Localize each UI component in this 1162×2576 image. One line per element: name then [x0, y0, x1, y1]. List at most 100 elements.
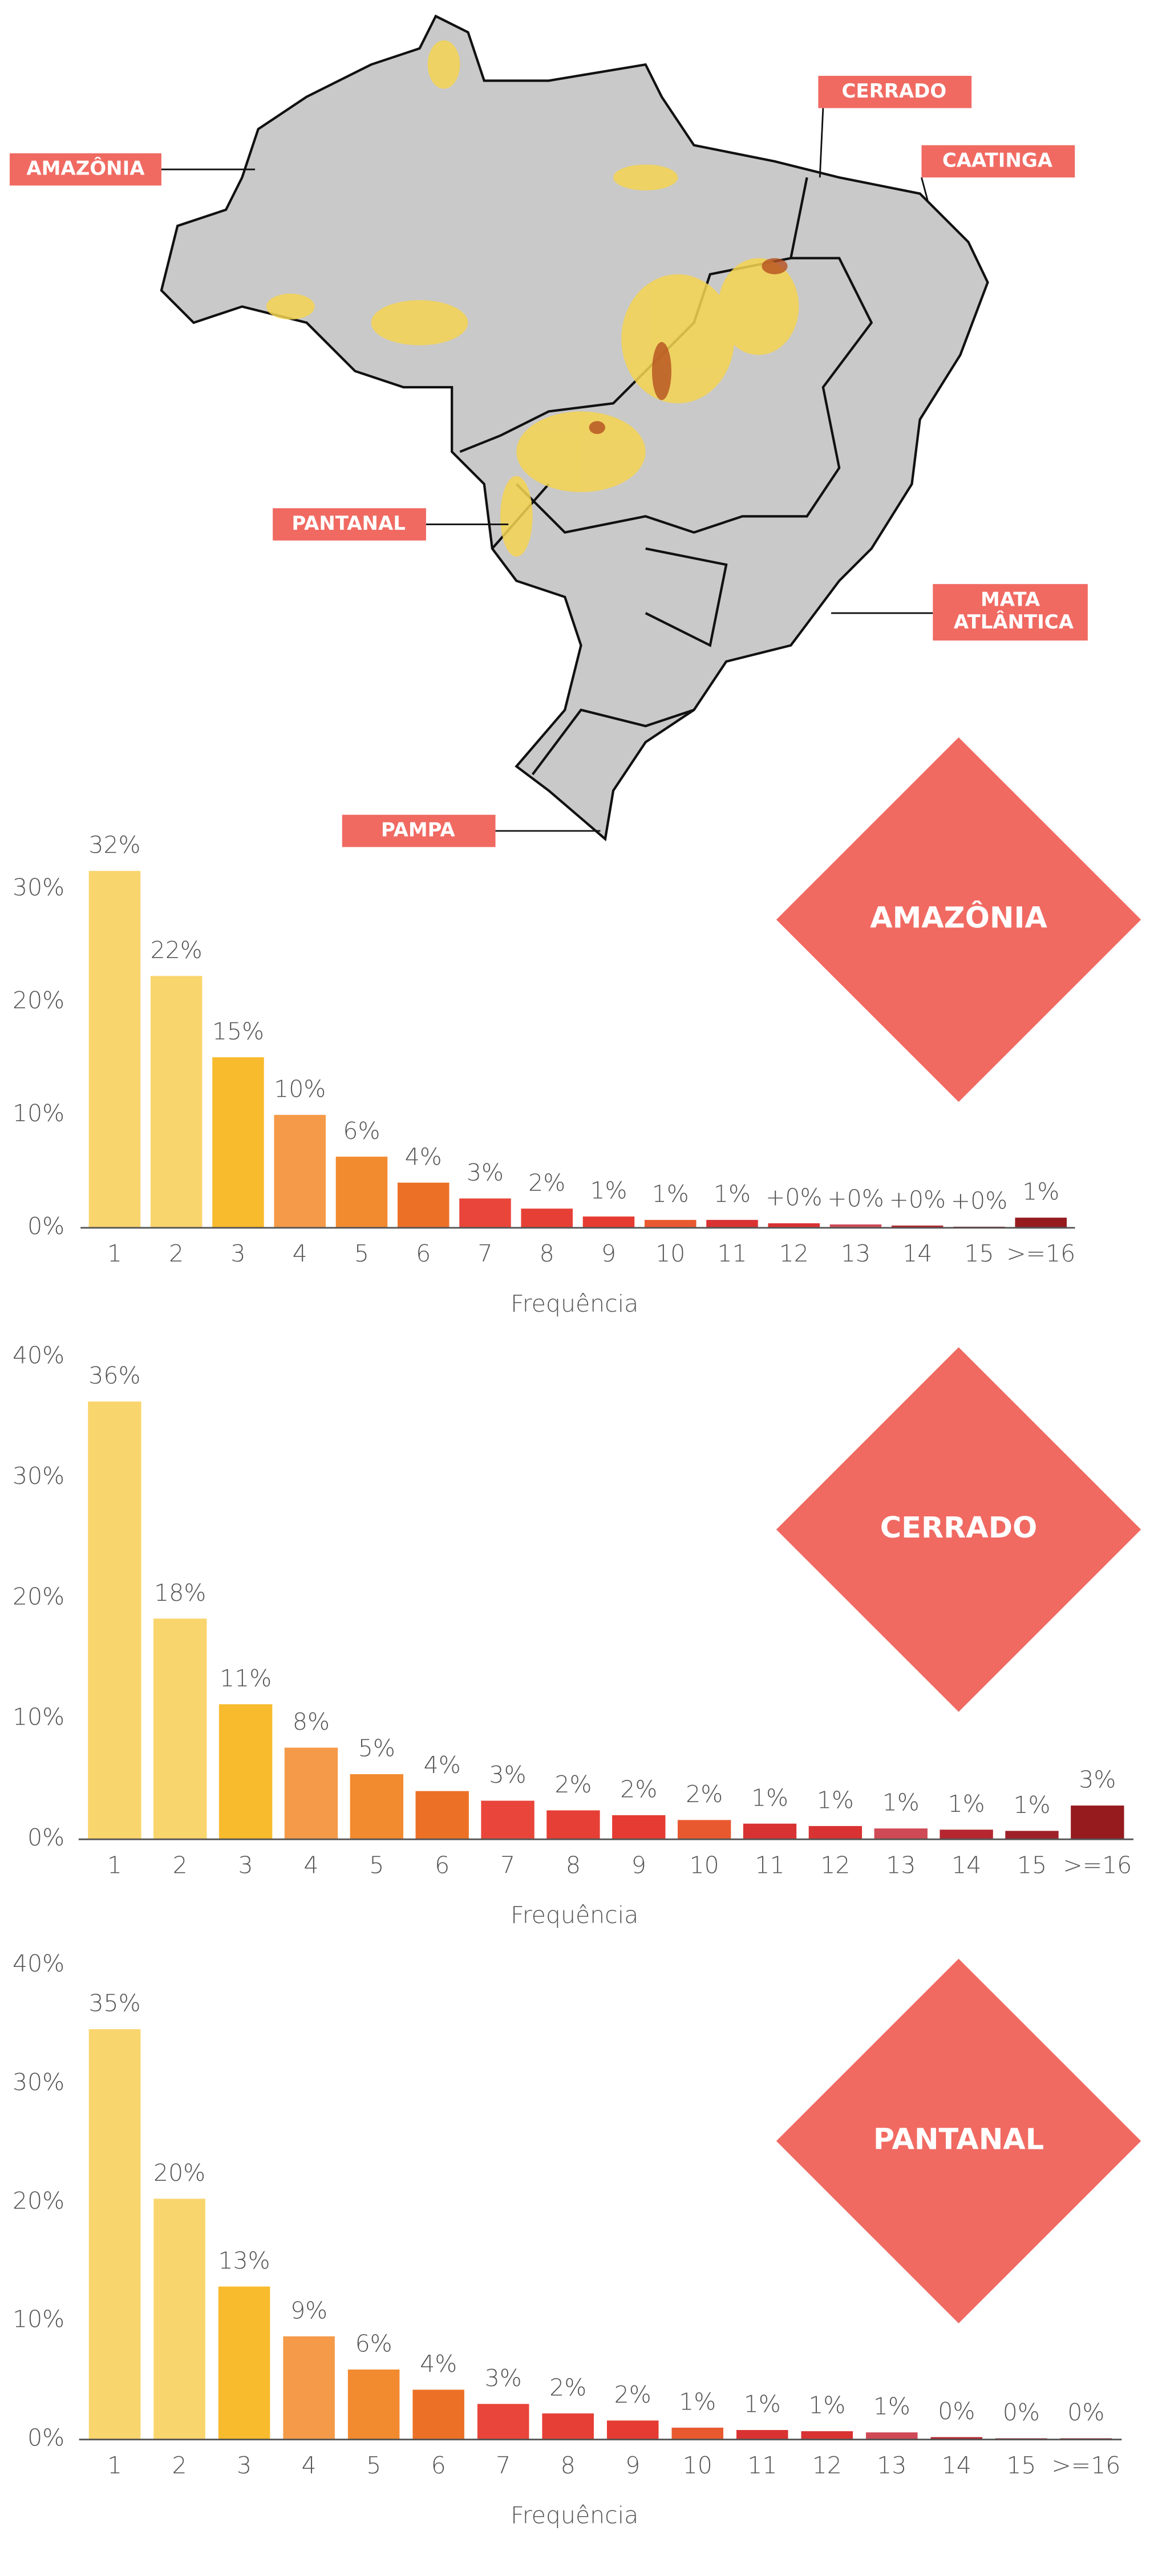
x-axis-title: Frequência: [511, 1901, 638, 1929]
bar-chart: CERRADO0%10%20%30%40%136%218%311%48%55%6…: [13, 1341, 1141, 1929]
x-tick-label: 10: [690, 1851, 719, 1879]
x-tick-label: 5: [354, 1240, 369, 1267]
map-label: CERRADO: [842, 80, 947, 103]
x-tick-label: 11: [747, 2452, 777, 2479]
x-tick-label: 3: [238, 1851, 253, 1879]
value-label: 18%: [154, 1579, 206, 1607]
x-tick-label: 8: [566, 1851, 581, 1879]
bar: [88, 1402, 141, 1840]
bar: [736, 2430, 788, 2440]
x-tick-label: 3: [230, 1240, 245, 1267]
x-tick-label: 6: [431, 2452, 446, 2479]
value-label: 2%: [614, 2381, 651, 2408]
bar: [459, 1198, 511, 1227]
map-label: CAATINGA: [942, 149, 1053, 172]
bar: [212, 1057, 264, 1228]
bar: [607, 2420, 659, 2439]
map-label: PANTANAL: [291, 512, 405, 535]
value-label: 2%: [686, 1780, 723, 1808]
value-label: 1%: [817, 1787, 854, 1814]
value-label: 1%: [1022, 1178, 1059, 1206]
x-tick-label: 11: [717, 1240, 747, 1267]
x-tick-label: 3: [237, 2452, 252, 2479]
bar: [336, 1157, 388, 1228]
value-label: +0%: [766, 1184, 822, 1211]
x-tick-label: 2: [169, 1240, 184, 1267]
bar: [874, 1828, 928, 1839]
x-tick-label: 13: [886, 1851, 916, 1879]
value-label: 1%: [751, 1784, 788, 1811]
value-label: 3%: [485, 2364, 522, 2392]
bar: [612, 1815, 665, 1839]
x-tick-label: 2: [172, 2452, 187, 2479]
x-tick-label: 15: [1017, 1851, 1047, 1879]
x-tick-label: >=16: [1006, 1240, 1075, 1267]
value-label: 0%: [1067, 2399, 1104, 2426]
value-label: 2%: [528, 1169, 565, 1196]
bar: [743, 1824, 796, 1839]
value-label: 2%: [620, 1775, 657, 1803]
region-title: AMAZÔNIA: [870, 900, 1047, 935]
bar: [801, 2431, 853, 2440]
value-label: 9%: [290, 2297, 327, 2324]
x-axis-title: Frequência: [511, 1290, 638, 1317]
x-tick-label: 12: [820, 1851, 850, 1879]
bar: [546, 1810, 600, 1839]
x-tick-label: 13: [841, 1240, 871, 1267]
x-tick-label: >=16: [1051, 2452, 1120, 2479]
value-label: 20%: [153, 2159, 205, 2186]
x-tick-label: 14: [952, 1851, 981, 1879]
y-tick-label: 20%: [13, 987, 64, 1014]
bar: [481, 1801, 534, 1840]
value-label: 1%: [882, 1789, 920, 1816]
value-label: 1%: [652, 1181, 689, 1208]
value-label: 3%: [1079, 1766, 1116, 1794]
value-label: 22%: [151, 936, 203, 964]
value-label: +0%: [889, 1186, 945, 1214]
bar: [412, 2390, 464, 2439]
value-label: 2%: [554, 1771, 592, 1798]
value-label: 6%: [343, 1117, 380, 1145]
bar: [398, 1183, 450, 1228]
bar: [477, 2404, 529, 2439]
x-tick-label: 15: [964, 1240, 994, 1267]
value-label: 13%: [218, 2247, 270, 2274]
x-tick-label: 4: [303, 1851, 318, 1879]
bar: [809, 1826, 862, 1839]
y-tick-label: 0%: [27, 1824, 64, 1851]
y-tick-label: 40%: [13, 1950, 64, 1977]
x-tick-label: 4: [293, 1240, 307, 1267]
bar: [153, 1618, 207, 1839]
x-tick-label: 9: [601, 1240, 616, 1267]
value-label: 1%: [679, 2388, 716, 2415]
x-tick-label: 12: [779, 1240, 809, 1267]
page: {"map": {"labels": ["AMAZÔNIA", "CERRADO…: [0, 0, 1162, 2576]
region-title: CERRADO: [880, 1511, 1037, 1545]
value-label: 8%: [293, 1708, 330, 1735]
x-tick-label: >=16: [1063, 1851, 1132, 1879]
x-tick-label: 9: [625, 2452, 640, 2479]
bar: [866, 2432, 918, 2439]
value-label: +0%: [951, 1187, 1007, 1215]
x-tick-label: 12: [812, 2452, 842, 2479]
y-tick-label: 20%: [13, 2187, 64, 2214]
bar: [940, 1829, 993, 1839]
bar: [151, 976, 203, 1228]
value-label: 10%: [274, 1075, 326, 1102]
x-tick-label: 1: [107, 2452, 122, 2479]
bar: [706, 1220, 758, 1228]
region-title: PANTANAL: [873, 2123, 1044, 2156]
bar: [89, 871, 141, 1228]
bar: [219, 1704, 272, 1839]
value-label: 1%: [948, 1790, 985, 1818]
y-tick-label: 40%: [13, 1341, 64, 1369]
x-tick-label: 14: [902, 1240, 932, 1267]
bar: [350, 1774, 403, 1839]
value-label: 2%: [549, 2374, 586, 2401]
x-tick-label: 7: [477, 1240, 492, 1267]
bar: [89, 2029, 141, 2439]
x-tick-label: 7: [496, 2452, 511, 2479]
bar: [285, 1747, 338, 1839]
value-label: 1%: [1013, 1791, 1050, 1819]
x-tick-label: 6: [435, 1851, 450, 1879]
